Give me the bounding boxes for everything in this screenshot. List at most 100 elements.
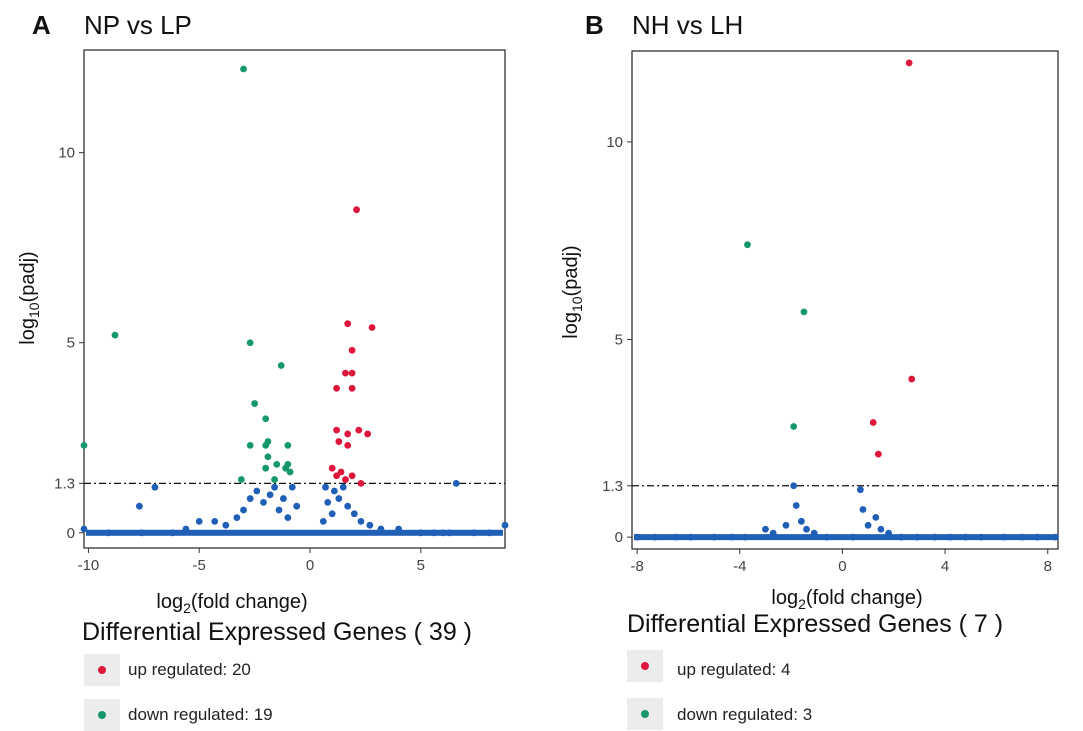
gene-point-up	[908, 375, 916, 383]
gene-point-ns	[877, 525, 885, 533]
x-axis-label: log2(fold change)	[771, 587, 922, 612]
x-tick-label: -8	[630, 558, 643, 575]
gene-point-ns	[872, 513, 880, 521]
gene-point-up	[348, 369, 356, 377]
gene-point-ns	[366, 521, 374, 529]
gene-point-ns	[233, 514, 241, 521]
gene-point-down	[744, 241, 751, 249]
gene-point-up	[357, 479, 365, 487]
gene-point-ns	[790, 482, 798, 490]
gene-point-ns	[501, 521, 509, 529]
gene-point-up	[333, 472, 340, 480]
gene-point-ns	[280, 495, 287, 502]
gene-point-ns	[284, 514, 292, 521]
y-tick-label: 5	[67, 335, 75, 352]
gene-point-down	[251, 400, 259, 407]
gene-point-ns	[135, 502, 143, 510]
up-regulated-dot	[641, 662, 649, 670]
gene-point-ns	[322, 483, 329, 491]
gene-point-up	[869, 419, 877, 426]
gene-point-ns	[1052, 533, 1059, 541]
gene-point-ns	[151, 483, 159, 491]
gene-point-ns	[246, 495, 254, 502]
gene-point-up	[355, 426, 363, 434]
gene-point-up	[368, 324, 376, 331]
gene-point-ns	[810, 529, 818, 537]
gene-point-down	[790, 423, 798, 430]
gene-point-ns	[319, 517, 327, 525]
panel-letter-a: A	[32, 10, 51, 40]
gene-point-down	[237, 476, 245, 483]
gene-point-up	[333, 426, 340, 434]
x-tick-label: 5	[417, 557, 425, 574]
panel-title-b: NH vs LH	[632, 10, 744, 40]
gene-point-ns	[417, 529, 425, 537]
gene-point-ns	[728, 533, 736, 541]
gene-point-ns	[169, 529, 177, 537]
x-tick-label: -4	[733, 558, 746, 575]
gene-point-up	[344, 430, 352, 438]
gene-point-ns	[797, 517, 805, 525]
gene-point-down	[282, 464, 290, 472]
gene-point-up	[333, 384, 340, 392]
gene-point-down	[246, 441, 254, 449]
gene-point-ns	[439, 529, 447, 537]
x-tick-label: 0	[838, 558, 846, 575]
gene-point-ns	[1000, 533, 1008, 541]
legend-label-down-a: down regulated: 19	[128, 705, 273, 724]
gene-point-ns	[769, 529, 777, 537]
gene-point-down	[800, 308, 808, 316]
gene-point-up	[337, 468, 345, 476]
gene-point-ns	[271, 483, 278, 491]
down-regulated-dot	[641, 710, 649, 718]
volcano-panel-a: A NP vs LP 0 1.3 5 10 -10 -5 0 5 log2(fold chang…	[0, 0, 540, 731]
gene-point-ns	[80, 525, 88, 533]
volcano-plot-b: 0 1.3 5 10 -8 -4 0 4 8 log2(fold change) log10(pad…	[560, 50, 1059, 612]
gene-point-down	[277, 362, 285, 369]
gene-point-ns	[898, 533, 905, 541]
y-tick-label: 0	[67, 525, 75, 542]
gene-point-down	[262, 415, 270, 423]
gene-point-down	[264, 453, 272, 461]
legend-key-down-a	[84, 699, 120, 731]
gene-point-up	[348, 346, 356, 354]
plot-frame	[83, 49, 506, 549]
volcano-panel-b: B NH vs LH 0 1.3 5 10 -8 -4 0 4 8 log2(fold chang…	[545, 0, 1083, 730]
gene-point-down	[240, 65, 247, 73]
gene-point-ns	[849, 533, 857, 541]
volcano-plot-a: 0 1.3 5 10 -10 -5 0 5 log2(fold change) log10(pad…	[17, 49, 509, 616]
gene-point-ns	[266, 491, 274, 499]
y-tick-label: 5	[615, 332, 623, 349]
x-tick-label: -5	[193, 557, 206, 574]
y-tick-label: 10	[58, 145, 75, 162]
baseline-gene-band	[86, 529, 503, 536]
gene-point-ns	[633, 533, 641, 541]
gene-point-down	[284, 441, 292, 449]
gene-point-ns	[446, 529, 454, 537]
baseline-gene-band	[634, 534, 1056, 541]
gene-point-ns	[885, 529, 893, 537]
legend-title-a: Differential Expressed Genes ( 39 )	[82, 618, 473, 646]
y-tick-label: 0	[615, 529, 623, 546]
y-axis-label: log10(padj)	[560, 245, 585, 338]
gene-point-ns	[260, 498, 267, 506]
gene-point-ns	[762, 525, 769, 533]
gene-point-ns	[672, 533, 680, 541]
gene-point-down	[111, 331, 119, 339]
gene-point-ns	[792, 502, 800, 509]
gene-point-ns	[977, 533, 985, 541]
gene-point-ns	[182, 525, 190, 533]
gene-point-up	[342, 369, 349, 377]
gene-point-ns	[962, 533, 970, 541]
gene-point-up	[344, 320, 352, 328]
gene-point-ns	[293, 502, 301, 510]
gene-point-ns	[339, 483, 347, 491]
gene-point-ns	[486, 529, 493, 537]
gene-point-ns	[395, 525, 403, 533]
gene-point-ns	[823, 533, 831, 541]
legend-title-b: Differential Expressed Genes ( 7 )	[627, 610, 1004, 638]
gene-point-down	[262, 441, 270, 449]
legend-key-up-b	[627, 650, 663, 682]
down-regulated-dot	[98, 711, 106, 719]
gene-point-down	[246, 339, 254, 347]
